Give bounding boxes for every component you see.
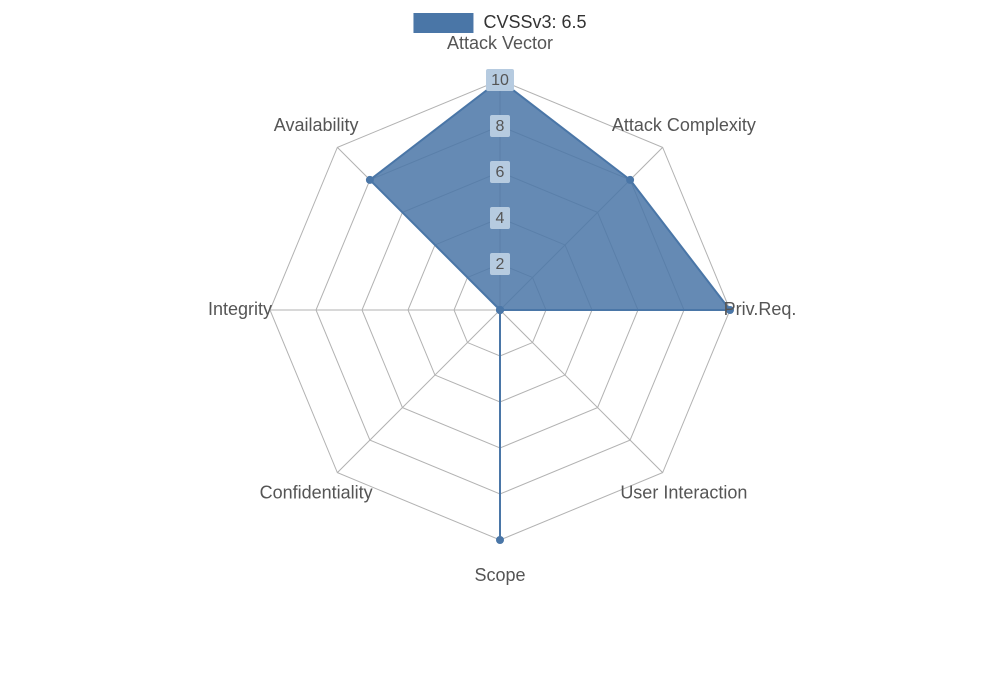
tick-label: 6 (496, 164, 505, 181)
tick-label: 8 (496, 118, 505, 135)
axis-spoke (500, 310, 663, 473)
data-point (366, 176, 374, 184)
data-point (496, 536, 504, 544)
axis-label: Availability (274, 115, 359, 135)
chart-legend: CVSSv3: 6.5 (413, 12, 586, 33)
radar-chart: Attack Vector Attack Complexity Priv.Req. U… (0, 0, 1000, 700)
legend-swatch (413, 13, 473, 33)
tick-label: 10 (491, 72, 509, 89)
axis-label: Confidentiality (260, 483, 373, 503)
tick-label: 4 (496, 210, 505, 227)
axis-label: Integrity (208, 299, 272, 319)
axis-label: User Interaction (620, 483, 747, 503)
axis-label: Attack Complexity (612, 115, 756, 135)
axis-label: Attack Vector (447, 33, 553, 53)
data-point (626, 176, 634, 184)
axis-label: Scope (474, 565, 525, 585)
data-point (496, 306, 504, 314)
axis-label: Priv.Req. (724, 299, 797, 319)
legend-label: CVSSv3: 6.5 (483, 12, 586, 33)
axis-spoke (337, 310, 500, 473)
tick-label: 2 (496, 256, 505, 273)
